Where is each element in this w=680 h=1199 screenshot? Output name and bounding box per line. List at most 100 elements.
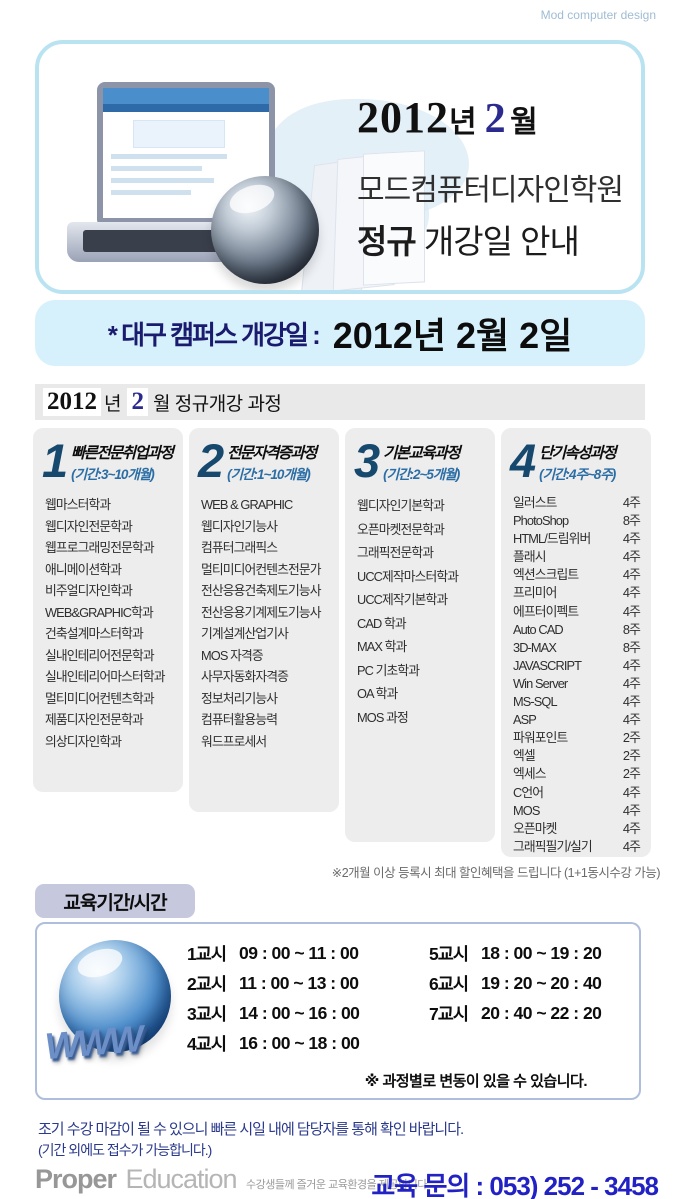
period-time: 09 : 00 ~ 11 : 00	[239, 942, 359, 963]
course-list: WEB & GRAPHIC 웹디자인기능사 컴퓨터그래픽스 멀티미디어컨텐츠전문가 전산…	[189, 494, 339, 752]
column-number: 2	[198, 434, 224, 487]
schedule-left-column: 1교시 09 : 00 ~ 11 : 00 2교시 11 : 00 ~ 13 :…	[187, 938, 429, 1058]
course-weeks: 4주	[622, 784, 641, 800]
course-weeks: 4주	[622, 657, 641, 673]
course-item: Win Server 4주	[513, 675, 646, 693]
footer-notice-1: 조기 수강 마감이 될 수 있으니 빠른 시일 내에 담당자를 통해 확인 바랍…	[38, 1121, 464, 1138]
header-year: 2012	[357, 93, 449, 142]
course-weeks: 4주	[622, 802, 641, 818]
header-box: 2012년 2 월 모드컴퓨터디자인학원 정규 개강일 안내	[35, 40, 645, 294]
period-time: 11 : 00 ~ 13 : 00	[239, 972, 359, 993]
course-item: 그래픽필기/실기 4주	[513, 838, 646, 856]
course-column-short-intensive: 4 단기속성과정 (기간:4주~8주) 일러스트 4주 PhotoShop 8주	[501, 428, 651, 857]
schedule-box: WWW 1교시 09 : 00 ~ 11 : 00 2교시 11 : 00 ~ …	[35, 922, 641, 1100]
course-item: Auto CAD 8주	[513, 621, 646, 639]
course-weeks: 4주	[622, 838, 641, 854]
contact-phone: 교육 문의 : 053) 252 - 3458	[371, 1171, 659, 1199]
column-number: 3	[354, 434, 380, 487]
column-number: 1	[42, 434, 68, 487]
banner-date: 2012년 2월 2일	[332, 315, 573, 356]
course-item: 실내인테리어전문학과	[45, 647, 155, 663]
course-name: 플래시	[513, 549, 547, 565]
course-item: 웹디자인기본학과	[357, 498, 445, 513]
period-time: 16 : 00 ~ 18 : 00	[239, 1032, 360, 1053]
period-label: 6교시	[429, 973, 469, 994]
section-title-rest: 월 정규개강 과정	[152, 393, 282, 415]
course-item: 웹디자인전문학과	[45, 518, 133, 534]
course-name: HTML/드림위버	[513, 531, 591, 547]
course-name: 에프터이펙트	[513, 603, 579, 619]
header-text: 2012년 2 월 모드컴퓨터디자인학원 정규 개강일 안내	[357, 92, 637, 263]
course-item: WEB&GRAPHIC학과	[45, 604, 154, 620]
brand-tagline: 수강생들께 즐거운 교육환경을 제공합니다	[246, 1179, 427, 1191]
schedule-right-column: 5교시 18 : 00 ~ 19 : 20 6교시 19 : 20 ~ 20 :…	[429, 938, 641, 1058]
course-item: PC 기초학과	[357, 662, 420, 678]
column-period: (기간:2~5개월)	[383, 467, 460, 482]
brand-logo: Proper Education 수강생들께 즐거운 교육환경을 제공합니다	[35, 1164, 427, 1195]
schedule-row: 2교시 11 : 00 ~ 13 : 00	[187, 968, 429, 998]
course-item: UCC제작마스터학과	[357, 568, 459, 584]
period-label: 2교시	[187, 973, 227, 994]
course-item: MAX 학과	[357, 639, 407, 654]
footer-notice-2: (기간 외에도 접수가 가능합니다.)	[38, 1142, 212, 1158]
course-name: MOS	[513, 802, 540, 818]
schedule-row: 3교시 14 : 00 ~ 16 : 00	[187, 998, 429, 1028]
course-item: 웹마스터학과	[45, 497, 111, 512]
period-label: 7교시	[429, 1003, 469, 1024]
course-item: 오픈마켓 4주	[513, 820, 646, 838]
course-item: 웹디자인기능사	[201, 518, 278, 534]
course-list: 웹디자인기본학과 오픈마켓전문학과 그래픽전문학과 UCC제작마스터학과 UCC제작기본…	[345, 494, 495, 729]
course-weeks: 4주	[622, 549, 641, 565]
banner-label: * 대구 캠퍼스 개강일 :	[107, 319, 321, 350]
course-item: MS-SQL 4주	[513, 693, 646, 711]
course-weeks: 8주	[622, 513, 641, 529]
course-weeks: 4주	[622, 820, 641, 836]
column-title: 빠른전문취업과정	[71, 445, 174, 462]
course-column-certification: 2 전문자격증과정 (기간:1~10개월) WEB & GRAPHIC 웹디자인기…	[189, 428, 339, 812]
course-item: CAD 학과	[357, 615, 407, 631]
course-item: 제품디자인전문학과	[45, 712, 144, 727]
course-item: 엑셀 2주	[513, 747, 646, 765]
schedule-row: 5교시 18 : 00 ~ 19 : 20	[429, 938, 641, 968]
header-month: 2	[484, 96, 506, 142]
schedule-row: 4교시 16 : 00 ~ 18 : 00	[187, 1028, 429, 1058]
brand-logo-bold: Proper	[35, 1164, 117, 1194]
schedule-badge: 교육기간/시간	[35, 884, 195, 918]
course-item: MOS 과정	[357, 709, 409, 725]
course-item: HTML/드림위버 4주	[513, 530, 646, 548]
course-item: 의상디자인학과	[45, 733, 122, 749]
course-item: 3D-MAX 8주	[513, 639, 646, 657]
course-name: C언어	[513, 784, 544, 800]
course-item: 멀티미디어컨텐츠전문가	[201, 561, 322, 577]
course-weeks: 4주	[622, 495, 641, 510]
column-number: 4	[510, 434, 536, 487]
course-name: Auto CAD	[513, 621, 564, 637]
course-name: JAVASCRIPT	[513, 657, 582, 673]
period-label: 3교시	[187, 1003, 227, 1024]
globe-www-icon	[59, 940, 171, 1052]
course-item: PhotoShop 8주	[513, 512, 646, 530]
course-name: 오픈마켓	[513, 820, 557, 836]
column-title: 전문자격증과정	[227, 445, 317, 462]
course-item: 파워포인트 2주	[513, 729, 646, 747]
course-weeks: 8주	[622, 621, 641, 637]
course-column-quick-employment: 1 빠른전문취업과정 (기간:3~10개월) 웹마스터학과 웹디자인전문학과 웹프로…	[33, 428, 183, 792]
course-item: 건축설계마스터학과	[45, 626, 144, 641]
course-item: MOS 4주	[513, 802, 646, 820]
header-subtitle: 정규 개강일 안내	[357, 215, 637, 263]
period-time: 14 : 00 ~ 16 : 00	[239, 1002, 360, 1023]
course-item: 엑션스크립트 4주	[513, 566, 646, 584]
course-weeks: 4주	[622, 585, 641, 601]
course-weeks: 2주	[622, 748, 641, 764]
course-item: 그래픽전문학과	[357, 545, 434, 560]
header-subtitle-bold: 정규	[357, 223, 417, 260]
period-time: 18 : 00 ~ 19 : 20	[481, 942, 602, 963]
course-weeks: 2주	[622, 766, 641, 782]
course-weeks: 4주	[622, 712, 641, 728]
column-title: 단기속성과정	[539, 445, 617, 462]
course-item: 에프터이펙트 4주	[513, 603, 646, 621]
course-item: WEB & GRAPHIC	[201, 497, 293, 512]
course-weeks: 4주	[622, 567, 641, 583]
schedule-row: 6교시 19 : 20 ~ 20 : 40	[429, 968, 641, 998]
